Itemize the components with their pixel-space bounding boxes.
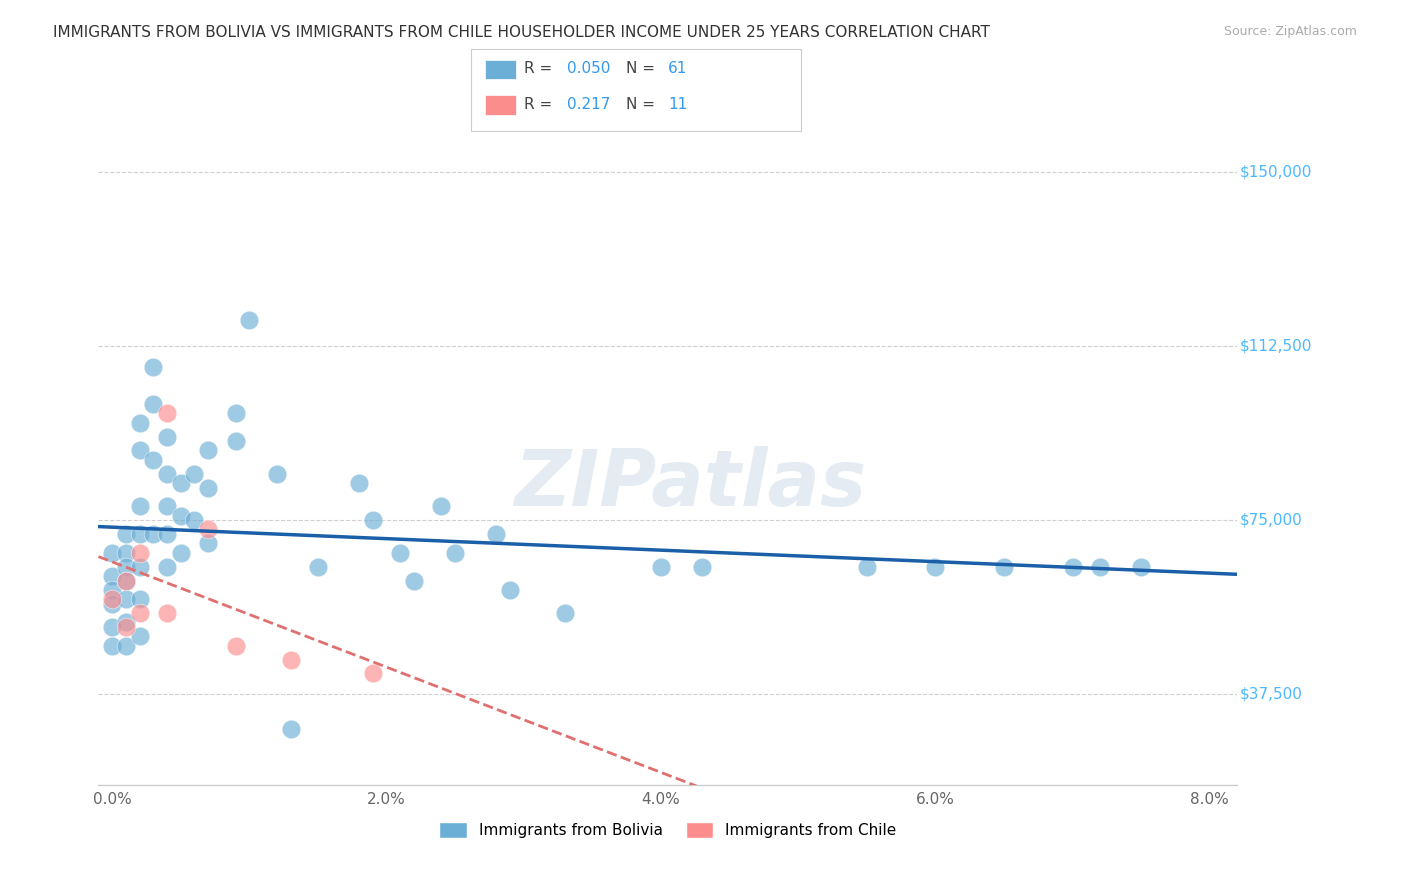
- Point: [444, 546, 467, 560]
- Point: [1088, 559, 1111, 574]
- Point: [485, 527, 508, 541]
- Point: [115, 559, 138, 574]
- Point: [142, 452, 165, 467]
- Point: [238, 313, 260, 327]
- Text: R =: R =: [524, 97, 558, 112]
- Point: [128, 559, 150, 574]
- Point: [307, 559, 329, 574]
- Point: [128, 500, 150, 514]
- Point: [101, 597, 124, 611]
- Point: [389, 546, 412, 560]
- Text: $37,500: $37,500: [1240, 687, 1302, 702]
- Point: [1130, 559, 1153, 574]
- Point: [115, 574, 138, 588]
- Point: [128, 592, 150, 607]
- Point: [128, 546, 150, 560]
- Point: [142, 527, 165, 541]
- Point: [156, 429, 179, 443]
- Text: ZIPatlas: ZIPatlas: [515, 446, 866, 522]
- Point: [1062, 559, 1084, 574]
- Point: [128, 606, 150, 620]
- Text: Source: ZipAtlas.com: Source: ZipAtlas.com: [1223, 25, 1357, 38]
- Point: [156, 559, 179, 574]
- Point: [361, 513, 384, 527]
- Point: [225, 434, 247, 449]
- Point: [993, 559, 1015, 574]
- Point: [142, 359, 165, 374]
- Point: [142, 397, 165, 411]
- Text: 0.050: 0.050: [567, 62, 610, 76]
- Point: [402, 574, 425, 588]
- Point: [183, 513, 205, 527]
- Point: [101, 592, 124, 607]
- Text: R =: R =: [524, 62, 558, 76]
- Point: [115, 574, 138, 588]
- Point: [197, 536, 219, 550]
- Text: $150,000: $150,000: [1240, 164, 1312, 179]
- Text: 61: 61: [668, 62, 688, 76]
- Point: [225, 406, 247, 420]
- Point: [690, 559, 713, 574]
- Point: [128, 527, 150, 541]
- Point: [115, 546, 138, 560]
- Point: [101, 569, 124, 583]
- Point: [170, 546, 193, 560]
- Text: $75,000: $75,000: [1240, 513, 1302, 528]
- Point: [856, 559, 879, 574]
- Point: [156, 500, 179, 514]
- Point: [430, 500, 453, 514]
- Point: [183, 467, 205, 481]
- Point: [924, 559, 946, 574]
- Text: 0.217: 0.217: [567, 97, 610, 112]
- Point: [115, 639, 138, 653]
- Point: [101, 546, 124, 560]
- Point: [101, 582, 124, 597]
- Point: [361, 666, 384, 681]
- Point: [115, 615, 138, 630]
- Point: [554, 606, 576, 620]
- Text: $112,500: $112,500: [1240, 338, 1312, 353]
- Point: [197, 443, 219, 458]
- Point: [197, 481, 219, 495]
- Point: [156, 467, 179, 481]
- Point: [225, 639, 247, 653]
- Legend: Immigrants from Bolivia, Immigrants from Chile: Immigrants from Bolivia, Immigrants from…: [433, 816, 903, 844]
- Point: [170, 508, 193, 523]
- Point: [266, 467, 288, 481]
- Text: IMMIGRANTS FROM BOLIVIA VS IMMIGRANTS FROM CHILE HOUSEHOLDER INCOME UNDER 25 YEA: IMMIGRANTS FROM BOLIVIA VS IMMIGRANTS FR…: [53, 25, 990, 40]
- Point: [170, 475, 193, 490]
- Text: N =: N =: [626, 62, 659, 76]
- Point: [101, 620, 124, 634]
- Point: [128, 416, 150, 430]
- Point: [128, 629, 150, 643]
- Point: [650, 559, 672, 574]
- Point: [156, 606, 179, 620]
- Point: [115, 620, 138, 634]
- Point: [115, 527, 138, 541]
- Text: N =: N =: [626, 97, 659, 112]
- Point: [197, 523, 219, 537]
- Point: [156, 527, 179, 541]
- Point: [156, 406, 179, 420]
- Point: [347, 475, 370, 490]
- Text: 11: 11: [668, 97, 688, 112]
- Point: [101, 639, 124, 653]
- Point: [280, 652, 302, 666]
- Point: [115, 592, 138, 607]
- Point: [280, 723, 302, 737]
- Point: [499, 582, 522, 597]
- Point: [128, 443, 150, 458]
